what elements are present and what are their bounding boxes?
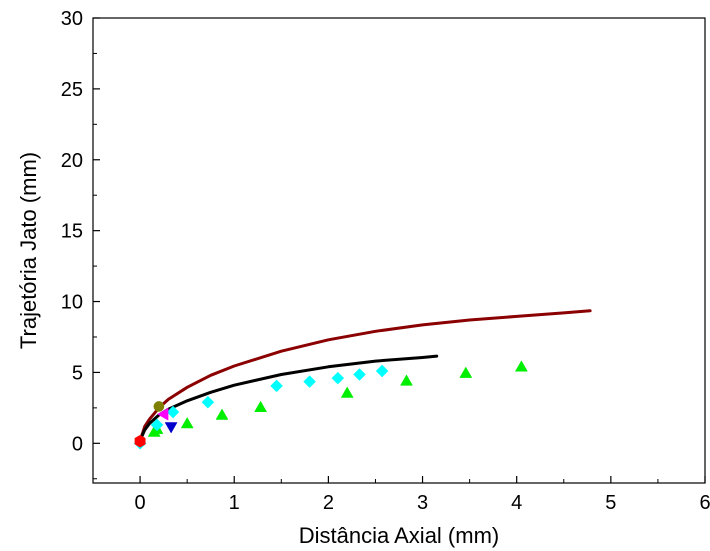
data-point — [459, 366, 473, 378]
x-tick-label: 1 — [229, 492, 240, 514]
plot-frame — [92, 17, 706, 484]
y-axis: 0 5 10 15 20 25 30 — [61, 8, 100, 480]
y-tick-label: 0 — [72, 433, 83, 455]
data-point — [400, 374, 413, 386]
data-point — [270, 379, 283, 393]
plot-area-group — [92, 17, 706, 484]
x-tick-label: 6 — [699, 492, 710, 514]
data-point — [375, 364, 389, 378]
y-tick-label: 10 — [61, 292, 83, 314]
y-axis-title: Trajetória Jato (mm) — [16, 152, 41, 349]
data-point — [303, 375, 316, 388]
data-point — [164, 422, 178, 434]
data-point — [150, 418, 164, 432]
data-point — [331, 371, 345, 385]
data-point — [215, 408, 229, 420]
data-point — [340, 386, 354, 398]
data-markers — [133, 360, 528, 450]
data-point — [166, 405, 180, 419]
x-axis: 0 1 2 3 4 5 6 — [92, 476, 710, 514]
x-tick-label: 5 — [605, 492, 616, 514]
y-tick-label: 15 — [61, 221, 83, 243]
fit-curve — [140, 309, 592, 437]
data-point — [514, 360, 528, 372]
y-tick-label: 30 — [61, 8, 83, 30]
data-point — [153, 401, 165, 412]
y-tick-label: 5 — [72, 362, 83, 384]
fitted-curves — [140, 309, 592, 438]
data-point — [254, 400, 268, 412]
y-tick-label: 20 — [61, 150, 83, 172]
data-point — [180, 416, 194, 429]
data-point — [134, 434, 146, 448]
x-axis-title: Distância Axial (mm) — [299, 523, 499, 548]
x-tick-label: 0 — [135, 492, 146, 514]
data-point — [157, 407, 169, 421]
x-tick-label: 2 — [323, 492, 334, 514]
x-tick-label: 4 — [511, 492, 522, 514]
data-point — [201, 395, 215, 409]
fit-curve — [140, 354, 439, 438]
data-point — [353, 368, 366, 381]
y-tick-label: 25 — [61, 79, 83, 101]
x-tick-label: 3 — [417, 492, 428, 514]
